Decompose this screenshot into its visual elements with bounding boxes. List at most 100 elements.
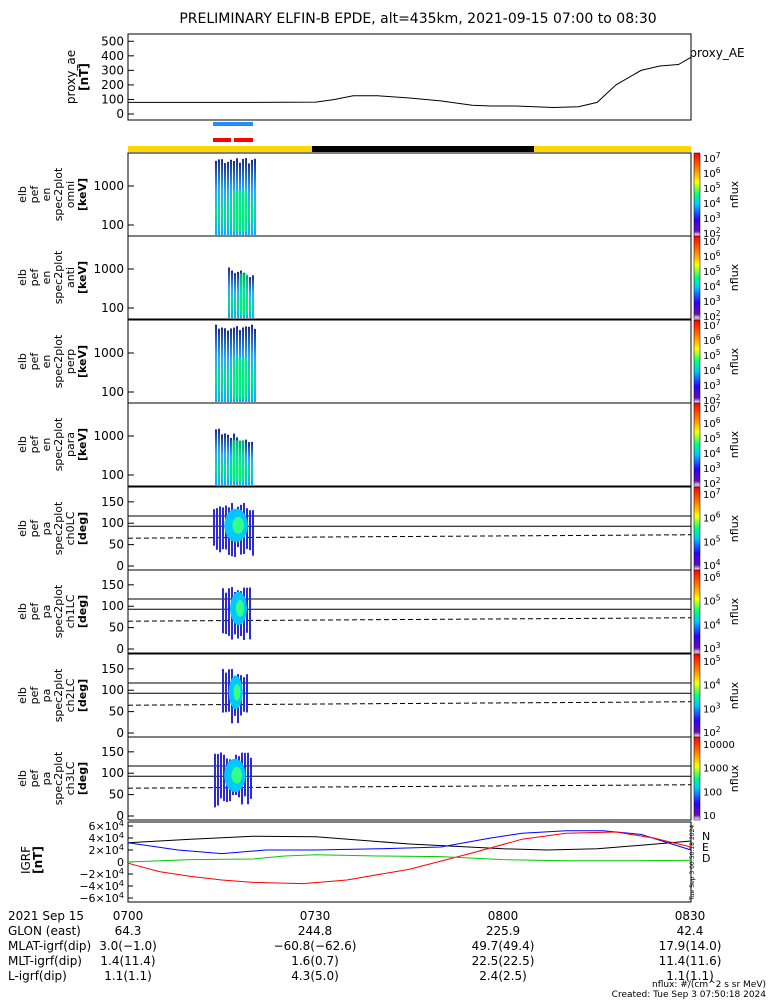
colorbar-tick-label: 104	[703, 446, 721, 460]
colorbar-tick-label: 103	[703, 294, 721, 308]
pa-tick-label: 100	[101, 599, 124, 613]
spec-data-stripe	[224, 163, 226, 235]
igrf-yunit: [nT]	[31, 846, 45, 874]
pa-data-stripe	[222, 507, 224, 549]
science-zone-red-1	[213, 138, 231, 142]
colorbar-tick-label: 103	[703, 641, 721, 655]
colorbar-tick-label: 107	[703, 401, 721, 415]
spec-data-stripe	[251, 325, 253, 402]
pa-tick-label: 100	[101, 683, 124, 697]
pa-panel-2: elb pef pa spec2plot ch2LC [deg]1501005001051…	[16, 654, 741, 740]
pa-dashed-line	[128, 618, 691, 621]
spec-data-core	[239, 273, 248, 315]
spec-tick-label: 100	[101, 301, 124, 315]
igrf-tick-label: −2×104	[79, 866, 124, 881]
spec-data-core	[233, 357, 247, 399]
spec-data-stripe	[218, 429, 220, 485]
spec-data-stripe	[231, 271, 233, 318]
pa-panel-3: elb pef pa spec2plot ch3LC [deg]1501005001000…	[16, 737, 741, 823]
spec-tick-label: 1000	[93, 346, 124, 360]
spec-tick-label: 100	[101, 218, 124, 232]
spec-tick-label: 100	[101, 385, 124, 399]
spec-frame	[128, 153, 691, 236]
colorbar-tick-label: 103	[703, 701, 721, 715]
spec-data-core	[233, 190, 247, 232]
pa-data-stripe	[243, 677, 245, 712]
ae-ylabel: proxy_ae	[64, 50, 78, 104]
pa-data-peak	[232, 517, 244, 534]
pa-tick-label: 0	[116, 726, 124, 740]
ae-yunit: [nT]	[77, 63, 91, 91]
spec-panel-0: elb pef en spec2plot omni [keV] 10001001071061…	[16, 151, 741, 240]
colorbar-strip	[694, 654, 700, 737]
ae-tick-label: 500	[101, 34, 124, 48]
spec-data-stripe	[230, 328, 232, 402]
colorbar-tick-label: 107	[703, 487, 721, 501]
pa-dashed-line	[128, 535, 691, 538]
ae-tick-label: 0	[116, 107, 124, 121]
colorbar-tick-label: 106	[703, 511, 721, 525]
spec-data-stripe	[248, 327, 250, 402]
igrf-legend-d: D	[702, 852, 710, 865]
spec-colorbar: 107106105104103102nflux	[694, 318, 741, 407]
spec-data-blob	[215, 429, 253, 485]
pa-panel-1: elb pef pa spec2plot ch1LC [deg]1501005001061…	[16, 570, 741, 656]
colorbar-unit: nflux	[728, 681, 741, 709]
spec-frame	[128, 236, 691, 319]
spec-tick-label: 1000	[93, 429, 124, 443]
pitch-angle-panels: elb pef pa spec2plot ch0LC [deg]1501005001071…	[16, 487, 741, 823]
colorbar-strip	[694, 487, 700, 570]
orbit-bars	[128, 122, 691, 152]
igrf-tick-label: −6×104	[79, 890, 124, 905]
colorbar-strip	[694, 570, 700, 653]
spec-data-stripe	[249, 277, 251, 318]
spec-data-stripe	[228, 268, 230, 318]
pa-tick-label: 150	[101, 495, 124, 509]
pa-tick-label: 50	[109, 538, 124, 552]
spec-data-stripe	[245, 440, 247, 485]
colorbar-strip	[694, 320, 700, 403]
colorbar-tick-label: 105	[703, 534, 721, 548]
colorbar-tick-label: 103	[703, 211, 721, 225]
igrf-ticks: 6×1044×1042×1040−2×104−4×104−6×104	[79, 818, 133, 905]
pa-tick-label: 50	[109, 788, 124, 802]
science-zone-red-2	[234, 138, 253, 142]
spec-frame	[128, 320, 691, 403]
igrf-side-timestamp: Tue Sep 3 00:50:18 2024	[689, 825, 696, 901]
pa-tick-label: 50	[109, 621, 124, 635]
spec-data-stripe	[251, 442, 253, 485]
pa-frame	[128, 737, 691, 820]
ae-frame	[128, 34, 691, 120]
pa-data-blob	[222, 669, 248, 723]
colorbar-tick-label: 105	[703, 264, 721, 278]
colorbar-tick-label: 105	[703, 348, 721, 362]
pa-data-stripe	[217, 754, 219, 806]
colorbar-strip	[694, 236, 700, 319]
pa-data-stripe	[247, 753, 249, 805]
colorbar-unit: nflux	[728, 347, 741, 375]
spec-data-stripe	[254, 159, 256, 235]
colorbar-strip	[694, 403, 700, 486]
pa-data-stripe	[219, 506, 221, 552]
spec-colorbar: 107106105104103102nflux	[694, 151, 741, 240]
spec-data-stripe	[227, 331, 229, 402]
spec-data-stripe	[251, 160, 253, 235]
igrf-panel: IGRF [nT] 6×1044×1042×1040−2×104−4×104−6…	[19, 818, 710, 905]
spec-data-stripe	[248, 442, 250, 485]
colorbar-unit: nflux	[728, 764, 741, 792]
pa-data-stripe	[252, 510, 254, 556]
spec-colorbar: 107106105104103102nflux	[694, 234, 741, 323]
pa-data-stripe	[216, 508, 218, 550]
spec-panel-3: elb pef en spec2plot para [keV] 10001001071061…	[16, 401, 741, 490]
colorbar-tick-label: 102	[703, 725, 721, 739]
spec-data-core	[232, 440, 245, 482]
colorbar-tick-label: 107	[703, 234, 721, 248]
spec-data-stripe	[252, 275, 254, 318]
pa-data-stripe	[222, 669, 224, 713]
colorbar-tick-label: 1000	[703, 764, 728, 775]
spec-data-stripe	[218, 329, 220, 402]
spec-data-stripe	[218, 159, 220, 235]
ae-series-line	[128, 57, 691, 107]
colorbar-tick-label: 106	[703, 570, 721, 584]
pa-data-stripe	[222, 588, 224, 633]
